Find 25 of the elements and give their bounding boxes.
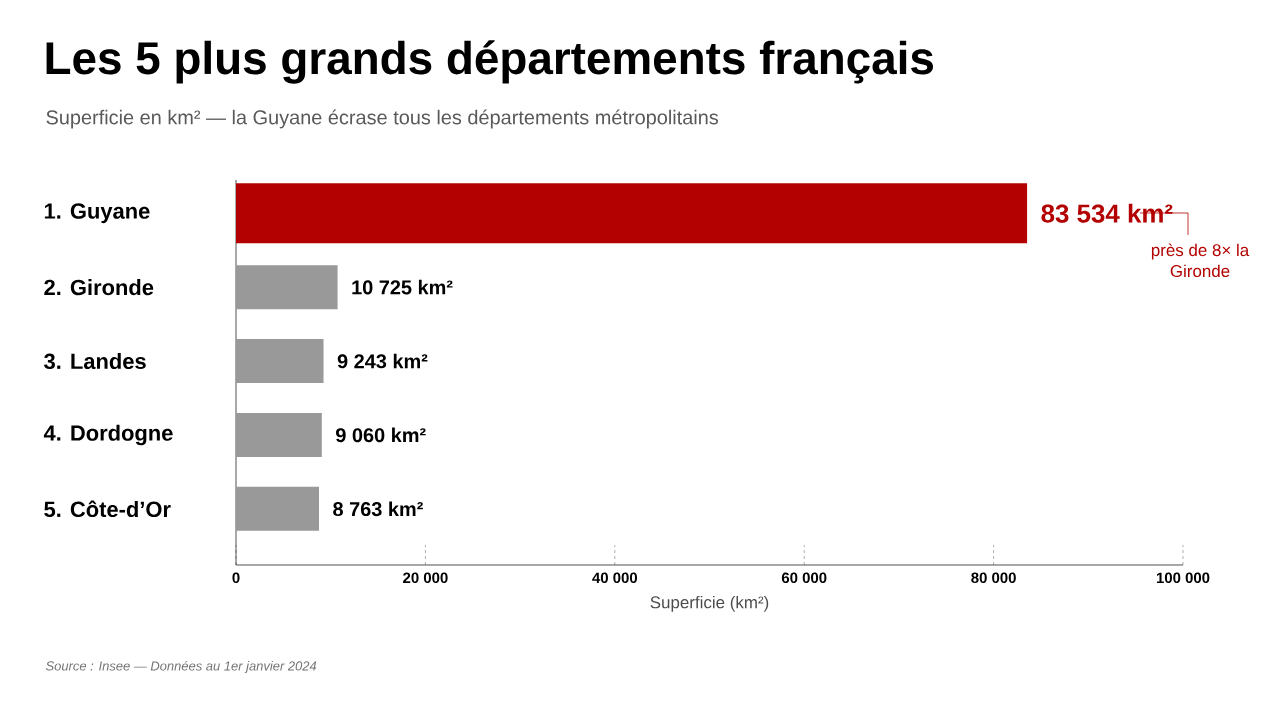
- data-label: 83 534 km²: [1041, 203, 1173, 223]
- y-tick-label: 5. Côte-d’Or: [44, 500, 171, 518]
- bar: [236, 339, 324, 384]
- data-label: 9 060 km²: [336, 427, 426, 443]
- x-tick-label: 100 000: [1156, 572, 1210, 584]
- chart-subtitle: Superficie en km² — la Guyane écrase tous les départements métropolitains: [46, 109, 719, 129]
- bar: [236, 486, 319, 531]
- x-tick-label: 40 000: [592, 572, 638, 584]
- x-tick-label: 20 000: [403, 572, 448, 584]
- data-label: 9 243 km²: [337, 353, 428, 369]
- x-tick-label: 0: [232, 572, 240, 584]
- y-tick-label: 2. Gironde: [44, 279, 154, 296]
- chart-title: Les 5 plus grands départements français: [46, 40, 934, 84]
- y-tick-label: 3. Landes: [44, 352, 146, 370]
- x-tick-label: 60 000: [781, 572, 827, 584]
- x-tick-label: 80 000: [971, 572, 1016, 584]
- source-note: Source : Insee — Données au 1er janvier 2024: [45, 660, 317, 674]
- annotation: près de 8× la Gironde: [1151, 243, 1250, 278]
- bar: [236, 265, 338, 310]
- y-tick-label: 1. Guyane: [44, 203, 150, 224]
- data-label: 10 725 km²: [352, 279, 453, 295]
- bar: [236, 412, 322, 457]
- y-tick-label: 4. Dordogne: [43, 424, 173, 446]
- data-label: 8 763 km²: [333, 501, 423, 517]
- x-axis-title: Superficie (km²): [650, 595, 769, 612]
